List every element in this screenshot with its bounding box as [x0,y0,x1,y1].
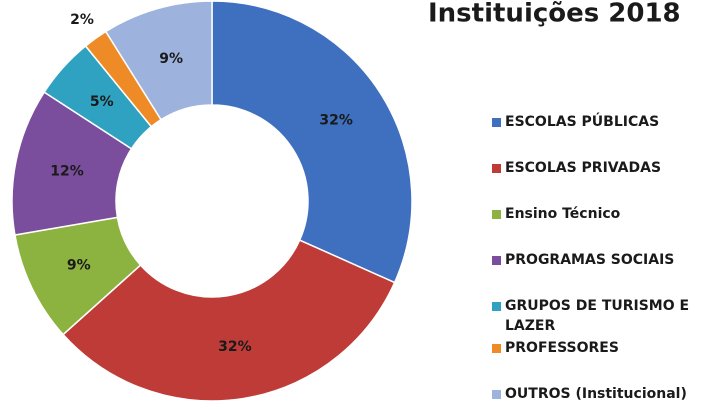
legend-swatch [492,390,501,399]
legend-item: ESCOLAS PÚBLICAS [492,112,707,158]
legend-label: PROGRAMAS SOCIAIS [505,252,675,268]
data-label: 2% [70,12,94,28]
donut-slice [211,0,413,284]
data-label: 12% [50,163,84,179]
legend-swatch [492,118,501,127]
legend-swatch [492,344,501,353]
legend-label: ESCOLAS PÚBLICAS [505,114,660,130]
data-label: 32% [218,339,252,355]
legend-label: ESCOLAS PRIVADAS [505,160,662,176]
legend-item: ESCOLAS PRIVADAS [492,158,707,204]
legend-swatch [492,164,501,173]
data-label: 32% [319,112,353,128]
legend-label: Ensino Técnico [505,206,621,222]
data-label: 9% [159,51,183,67]
legend-item: GRUPOS DE TURISMO E LAZER [492,296,707,338]
data-label: 9% [67,258,91,274]
legend: ESCOLAS PÚBLICAS ESCOLAS PRIVADAS Ensino T… [492,112,707,410]
donut-slice [62,239,396,402]
legend-swatch [492,210,501,219]
data-label: 5% [90,94,114,110]
legend-item: PROFESSORES [492,338,707,384]
chart-title: Instituições 2018 [428,0,681,29]
legend-item: PROGRAMAS SOCIAIS [492,250,707,296]
legend-label: GRUPOS DE TURISMO E LAZER [505,298,690,334]
legend-item: OUTROS (Institucional) [492,384,707,410]
legend-swatch [492,302,501,311]
legend-swatch [492,256,501,265]
legend-item: Ensino Técnico [492,204,707,250]
donut-slice [104,0,213,121]
legend-label: OUTROS (Institucional) [505,386,687,402]
legend-label: PROFESSORES [505,340,619,356]
